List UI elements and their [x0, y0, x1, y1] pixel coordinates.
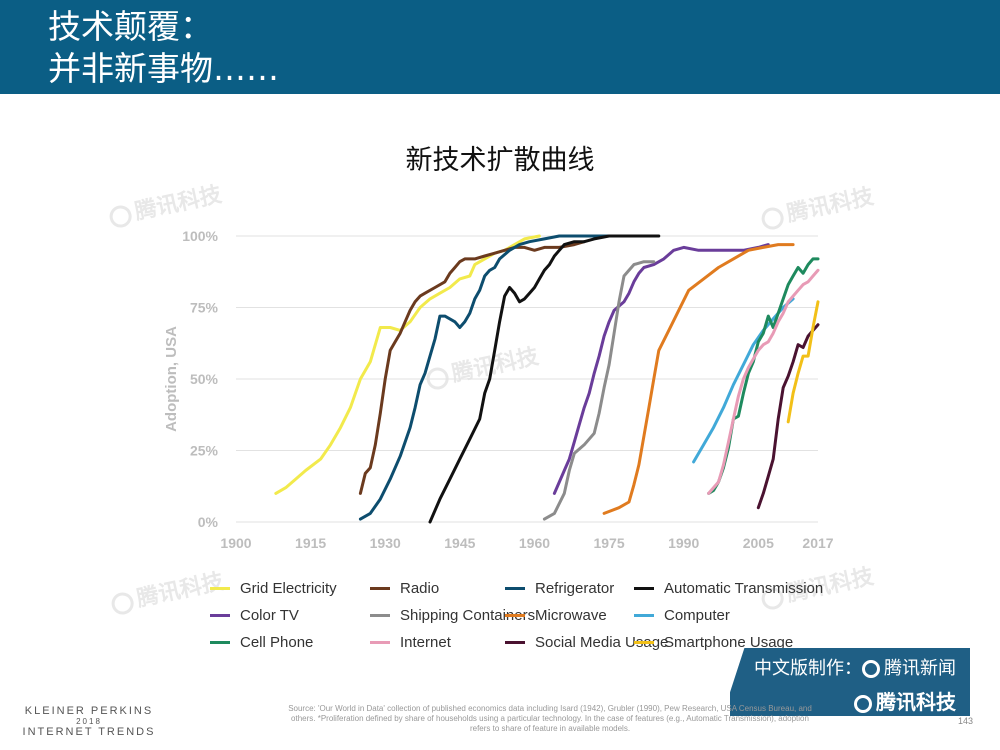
- legend-swatch: [370, 614, 390, 617]
- y-axis-label: Adoption, USA: [163, 326, 180, 432]
- series-line-social-media-usage: [756, 323, 820, 510]
- legend-swatch: [210, 587, 230, 590]
- legend-label: Radio: [400, 580, 440, 597]
- legend-label: Shipping Containers: [400, 607, 536, 624]
- series-line-internet: [707, 268, 820, 495]
- legend-label: Social Media Usage: [535, 634, 669, 651]
- legend-label: Cell Phone: [240, 634, 314, 651]
- legend-swatch: [210, 641, 230, 644]
- y-tick-label: 25%: [190, 443, 219, 459]
- series-line-automatic-transmission: [428, 234, 661, 524]
- badge-label: 中文版制作：: [754, 658, 862, 679]
- x-tick-label: 1975: [593, 535, 624, 551]
- legend-label: Automatic Transmission: [664, 580, 824, 597]
- legend-label: Color TV: [240, 607, 299, 624]
- legend-label: Internet: [400, 634, 451, 651]
- page-number: 143: [958, 716, 974, 726]
- badge-line-1: 中文版制作： 腾讯新闻: [754, 654, 956, 680]
- badge-brand-tech: 腾讯科技: [876, 690, 956, 714]
- series-line-grid-electricity: [274, 234, 541, 495]
- legend-swatch: [505, 641, 525, 644]
- y-tick-label: 75%: [190, 300, 219, 316]
- legend-swatch: [634, 614, 654, 617]
- y-tick-label: 50%: [190, 371, 219, 387]
- x-tick-label: 1990: [668, 535, 699, 551]
- legend-label: Smartphone Usage: [664, 634, 794, 651]
- legend-item: Cell Phone: [210, 634, 313, 651]
- tencent-logo-icon: [854, 694, 872, 713]
- kleiner-perkins-logo: KLEINER PERKINS 2018 INTERNET TRENDS: [14, 705, 164, 738]
- badge-line-2: 腾讯科技: [854, 686, 956, 715]
- logo-line-3: INTERNET TRENDS: [22, 726, 156, 738]
- series-line-smartphone-usage: [786, 300, 820, 424]
- chart-legend: Grid Electricity Radio Refrigerator Automat…: [210, 580, 850, 660]
- y-tick-label: 100%: [182, 228, 218, 244]
- x-tick-label: 2017: [802, 535, 833, 551]
- legend-item: Automatic Transmission: [634, 580, 823, 597]
- legend-swatch: [210, 614, 230, 617]
- series-line-color-tv: [552, 243, 770, 495]
- legend-item: Refrigerator: [505, 580, 614, 597]
- x-tick-label: 1900: [220, 535, 251, 551]
- logo-line-1: KLEINER PERKINS: [24, 705, 154, 717]
- x-tick-label: 1915: [295, 535, 326, 551]
- legend-label: Microwave: [535, 607, 607, 624]
- series-line-refrigerator: [358, 234, 636, 521]
- legend-swatch: [370, 587, 390, 590]
- legend-label: Grid Electricity: [240, 580, 337, 597]
- chart-title: 新技术扩散曲线: [405, 145, 595, 176]
- translation-badge: 中文版制作： 腾讯新闻 腾讯科技: [730, 648, 970, 716]
- legend-item: Internet: [370, 634, 451, 651]
- x-tick-label: 1945: [444, 535, 475, 551]
- legend-label: Computer: [664, 607, 730, 624]
- legend-item: Radio: [370, 580, 439, 597]
- series-line-shipping-containers: [542, 260, 656, 521]
- logo-line-2: 2018: [76, 717, 102, 726]
- legend-swatch: [505, 587, 525, 590]
- y-tick-label: 0%: [198, 514, 219, 530]
- legend-swatch: [634, 587, 654, 590]
- slide-title-line1: 技术颠覆：: [48, 7, 213, 46]
- legend-label: Refrigerator: [535, 580, 615, 597]
- x-tick-label: 1930: [370, 535, 401, 551]
- legend-swatch: [634, 641, 654, 644]
- x-tick-label: 1960: [519, 535, 550, 551]
- legend-swatch: [370, 641, 390, 644]
- slide-title: 技术颠覆： 并非新事物……: [48, 6, 279, 90]
- legend-swatch: [505, 614, 525, 617]
- slide-header: 技术颠覆： 并非新事物……: [0, 0, 1000, 94]
- slide-title-line2: 并非新事物……: [48, 49, 279, 88]
- legend-item: Social Media Usage: [505, 634, 668, 651]
- series-line-radio: [358, 240, 586, 495]
- legend-item: Grid Electricity: [210, 580, 337, 597]
- x-tick-label: 2005: [743, 535, 774, 551]
- series-line-microwave: [602, 243, 795, 515]
- badge-brand-news: 腾讯新闻: [884, 658, 956, 679]
- legend-item: Shipping Containers: [370, 607, 535, 624]
- legend-item: Color TV: [210, 607, 299, 624]
- tencent-logo-icon: [862, 660, 880, 678]
- legend-item: Smartphone Usage: [634, 634, 793, 651]
- legend-item: Computer: [634, 607, 730, 624]
- source-note: Source: 'Our World in Data' collection o…: [288, 704, 812, 733]
- legend-item: Microwave: [505, 607, 607, 624]
